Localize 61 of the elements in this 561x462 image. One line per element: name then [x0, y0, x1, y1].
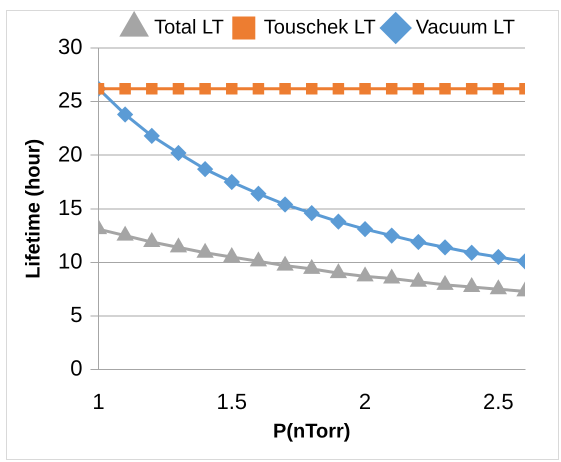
point	[172, 82, 184, 94]
legend-label: Touschek LT	[264, 16, 376, 39]
point	[279, 82, 291, 94]
x-tick-label: 2.5	[483, 388, 514, 414]
x-tick-label: 1	[92, 388, 105, 414]
point	[226, 82, 238, 94]
y-tick-label: 30	[58, 34, 82, 60]
y-tick-label: 5	[70, 302, 82, 328]
point	[144, 234, 160, 248]
x-tick-label: 1.5	[216, 388, 248, 414]
y-axis-title: Lifetime (hour)	[22, 138, 45, 279]
point	[410, 234, 426, 250]
legend-label: Total LT	[154, 16, 224, 39]
point	[464, 278, 480, 292]
legend-label: Vacuum LT	[416, 16, 515, 39]
point	[330, 264, 346, 278]
point	[144, 128, 160, 144]
point	[437, 276, 453, 290]
point	[410, 273, 426, 287]
point	[466, 82, 478, 94]
point	[224, 174, 240, 190]
y-tick-label: 0	[70, 356, 82, 381]
point	[464, 245, 480, 260]
point	[490, 280, 506, 294]
point	[332, 82, 344, 94]
point	[170, 146, 186, 161]
point	[439, 82, 451, 94]
point	[304, 260, 320, 274]
x-tick-label: 2	[358, 388, 372, 414]
point	[146, 82, 158, 94]
point	[198, 162, 213, 177]
x-axis-title: P(nTorr)	[273, 420, 350, 443]
point	[304, 206, 320, 221]
point	[386, 82, 398, 94]
point	[438, 240, 453, 255]
point	[359, 82, 371, 94]
y-tick-label: 20	[58, 141, 82, 166]
point	[118, 106, 133, 122]
point	[306, 82, 318, 94]
point	[357, 268, 373, 282]
point	[278, 197, 293, 212]
point	[250, 186, 266, 202]
point	[358, 222, 373, 237]
point	[118, 227, 133, 241]
point	[278, 257, 293, 271]
point	[198, 244, 213, 258]
y-tick-label: 25	[58, 88, 82, 113]
point	[490, 250, 506, 265]
point	[330, 214, 346, 230]
point	[170, 238, 186, 252]
point	[384, 228, 400, 244]
point	[384, 270, 400, 284]
point	[492, 82, 504, 94]
point	[250, 252, 266, 266]
y-tick-label: 10	[58, 248, 82, 274]
point	[119, 82, 131, 94]
point	[412, 82, 424, 94]
point	[224, 248, 240, 262]
y-tick-label: 15	[58, 194, 82, 220]
point	[199, 82, 211, 94]
point	[252, 82, 264, 94]
